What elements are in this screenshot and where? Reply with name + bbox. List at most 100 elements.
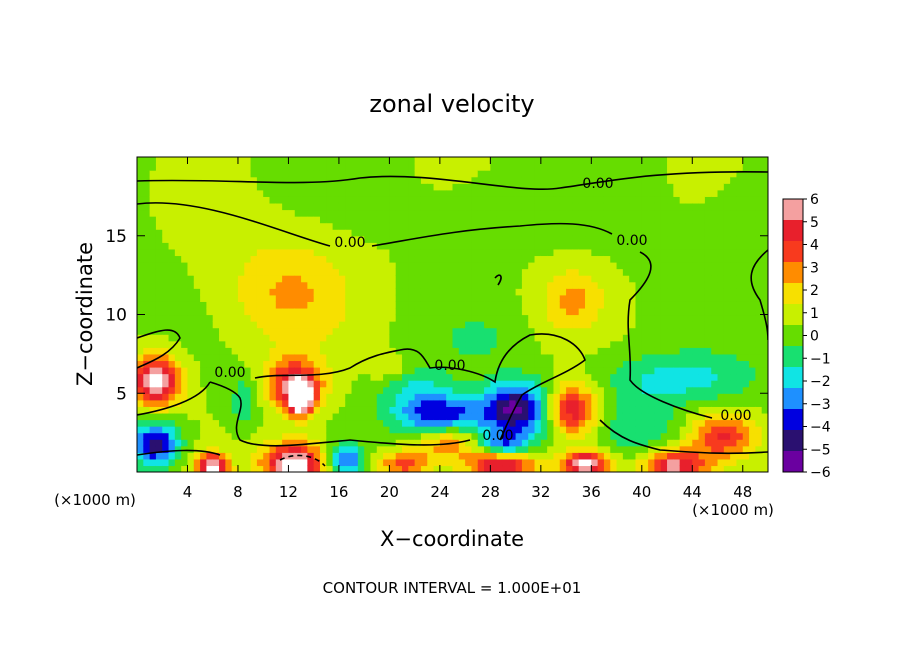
- heatmap-cell: [269, 294, 277, 302]
- heatmap-cell: [547, 432, 555, 440]
- heatmap-cell: [282, 229, 290, 237]
- heatmap-cell: [572, 196, 580, 204]
- heatmap-cell: [446, 426, 454, 434]
- heatmap-cell: [730, 367, 738, 375]
- heatmap-cell: [742, 432, 750, 440]
- heatmap-cell: [137, 216, 144, 224]
- heatmap-cell: [629, 189, 637, 197]
- heatmap-cell: [477, 307, 485, 316]
- heatmap-cell: [332, 465, 340, 472]
- heatmap-cell: [332, 347, 340, 355]
- heatmap-cell: [553, 439, 561, 447]
- heatmap-cell: [490, 275, 498, 283]
- heatmap-cell: [319, 373, 327, 381]
- heatmap-cell: [648, 216, 656, 224]
- heatmap-cell: [698, 419, 706, 427]
- heatmap-cell: [237, 209, 245, 217]
- heatmap-cell: [528, 406, 536, 414]
- heatmap-cell: [679, 399, 687, 407]
- heatmap-cell: [231, 176, 239, 184]
- heatmap-cell: [736, 367, 744, 375]
- heatmap-cell: [736, 268, 744, 276]
- heatmap-cell: [553, 222, 561, 230]
- heatmap-cell: [294, 163, 302, 171]
- heatmap-cell: [446, 452, 454, 460]
- heatmap-cell: [402, 255, 409, 263]
- heatmap-cell: [490, 157, 498, 165]
- heatmap-cell: [402, 399, 409, 407]
- heatmap-cell: [319, 176, 327, 184]
- heatmap-cell: [446, 209, 454, 217]
- heatmap-cell: [414, 393, 422, 401]
- heatmap-cell: [168, 294, 176, 302]
- heatmap-cell: [534, 367, 542, 375]
- heatmap-cell: [698, 196, 706, 204]
- heatmap-cell: [534, 294, 542, 302]
- heatmap-cell: [521, 176, 529, 184]
- heatmap-cell: [528, 439, 536, 447]
- heatmap-cell: [685, 334, 693, 342]
- heatmap-cell: [597, 176, 605, 184]
- heatmap-cell: [654, 373, 662, 381]
- heatmap-cell: [566, 412, 573, 421]
- heatmap-cell: [244, 176, 252, 184]
- heatmap-cell: [509, 157, 517, 165]
- heatmap-cell: [578, 314, 586, 322]
- heatmap-cell: [540, 327, 548, 335]
- heatmap-cell: [427, 262, 435, 270]
- heatmap-cell: [629, 248, 637, 257]
- heatmap-cell: [755, 321, 763, 329]
- heatmap-cell: [212, 386, 220, 394]
- heatmap-cell: [452, 426, 460, 434]
- heatmap-cell: [641, 248, 649, 257]
- heatmap-cell: [547, 367, 555, 375]
- heatmap-cell: [275, 235, 283, 243]
- heatmap-cell: [490, 419, 498, 427]
- heatmap-cell: [408, 334, 416, 342]
- heatmap-cell: [654, 321, 662, 329]
- heatmap-cell: [755, 170, 763, 178]
- heatmap-cell: [458, 255, 466, 263]
- heatmap-cell: [174, 452, 182, 460]
- heatmap-cell: [566, 373, 573, 381]
- heatmap-cell: [395, 281, 403, 289]
- heatmap-cell: [225, 163, 233, 171]
- heatmap-cell: [635, 157, 643, 165]
- heatmap-cell: [629, 393, 637, 401]
- heatmap-cell: [294, 360, 302, 368]
- heatmap-cell: [174, 393, 182, 401]
- heatmap-cell: [572, 393, 580, 401]
- heatmap-cell: [155, 288, 163, 296]
- heatmap-cell: [389, 426, 397, 434]
- heatmap-cell: [509, 353, 517, 362]
- heatmap-cell: [616, 163, 624, 171]
- heatmap-cell: [585, 373, 592, 381]
- heatmap-cell: [301, 275, 308, 283]
- heatmap-cell: [313, 255, 321, 263]
- heatmap-cell: [578, 242, 586, 250]
- heatmap-cell: [547, 222, 555, 230]
- heatmap-cell: [704, 340, 712, 348]
- heatmap-cell: [313, 360, 321, 368]
- heatmap-cell: [528, 452, 536, 460]
- heatmap-cell: [654, 222, 662, 230]
- heatmap-cell: [187, 196, 195, 204]
- heatmap-cell: [559, 288, 567, 296]
- heatmap-cell: [572, 458, 580, 467]
- heatmap-cell: [206, 202, 214, 211]
- heatmap-cell: [641, 432, 649, 440]
- heatmap-cell: [616, 216, 624, 224]
- heatmap-cell: [263, 189, 271, 197]
- heatmap-cell: [610, 373, 618, 381]
- heatmap-cell: [685, 458, 693, 467]
- colorbar-swatch: [783, 262, 803, 284]
- heatmap-cell: [269, 202, 277, 211]
- heatmap-cell: [603, 163, 611, 171]
- heatmap-cell: [749, 347, 756, 355]
- heatmap-cell: [313, 268, 321, 276]
- heatmap-cell: [667, 380, 674, 388]
- heatmap-cell: [679, 229, 687, 237]
- heatmap-cell: [364, 347, 372, 355]
- heatmap-cell: [174, 412, 182, 421]
- heatmap-cell: [685, 196, 693, 204]
